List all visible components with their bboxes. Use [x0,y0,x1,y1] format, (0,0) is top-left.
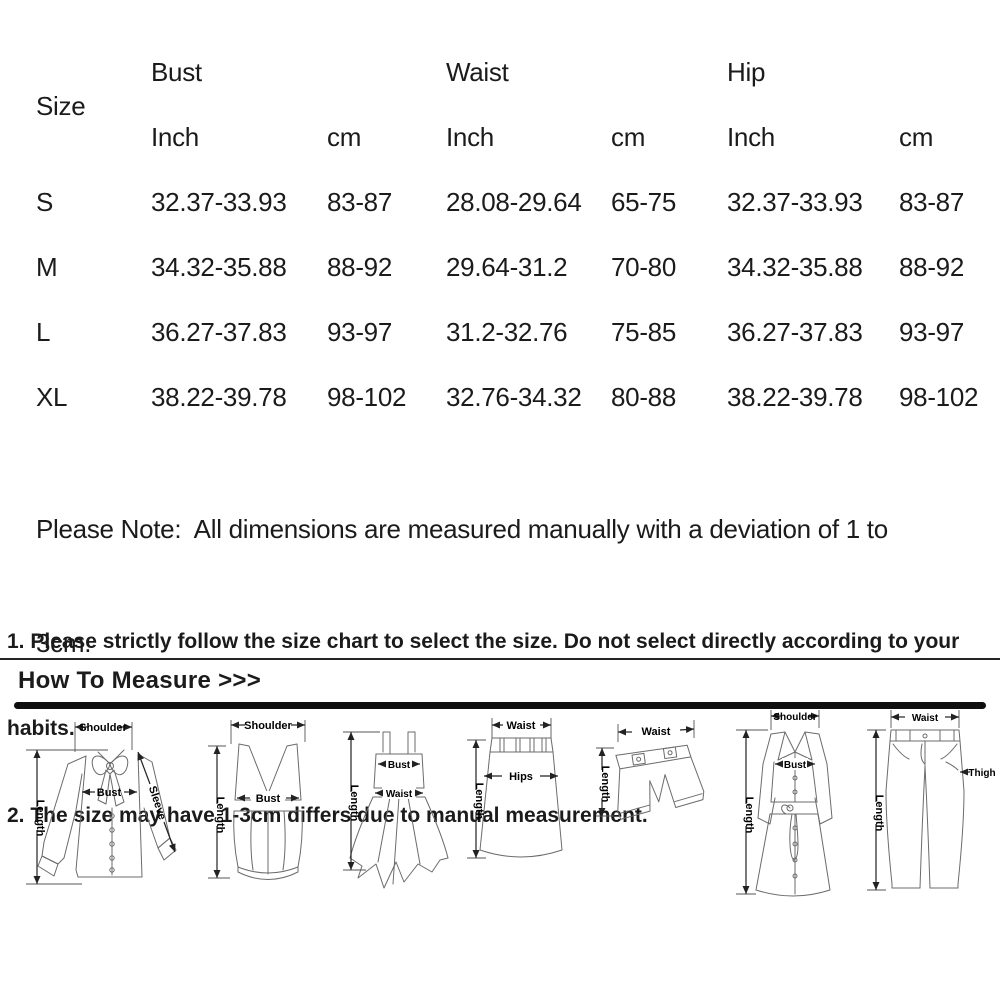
shorts-dimension-lines [596,720,695,817]
table-cell: 75-85 [611,317,676,347]
blouse-bust-label: Bust [97,787,122,799]
vest-dimension-lines [208,720,306,879]
how-to-measure-diagrams: Shoulder Length Bust Sleeve [0,706,1000,931]
bust-inch-header: Inch [151,122,199,152]
table-cell: 98-102 [899,382,979,412]
hip-group-header: Hip [727,57,766,87]
bust-group-header: Bust [151,57,202,87]
table-cell: 98-102 [327,382,407,412]
table-cell: 34.32-35.88 [151,252,287,282]
waist-inch-header: Inch [446,122,494,152]
table-cell: 38.22-39.78 [151,382,287,412]
table-cell: 93-97 [327,317,392,347]
skirt-outline [479,737,563,858]
table-cell: 88-92 [899,252,964,282]
skirt-waist-label: Waist [507,720,536,732]
vest-measure-diagram: Shoulder Length Bust [208,720,306,880]
row-s-label: S [36,187,54,217]
row-xl-label: XL [36,382,68,412]
please-note-line1: Please Note: All dimensions are measured… [36,514,888,544]
size-column-header: Size [36,91,86,121]
please-note: Please Note: All dimensions are measured… [36,452,888,742]
vest-outline [233,743,303,880]
coat-outline [755,731,833,897]
size-table: Size Bust Waist Hip Inch cm Inch cm Inch… [36,57,999,448]
instruction-1-line1: 1. Please strictly follow the size chart… [7,630,960,653]
dress-waist-label: Waist [386,789,413,800]
dress-measure-diagram: Length Bust Waist [343,731,449,889]
dress-bust-label: Bust [388,760,411,771]
table-cell: 29.64-31.2 [446,252,568,282]
waist-cm-header: cm [611,122,646,152]
coat-measure-diagram: Shoulder Length Bust [736,710,833,897]
coat-dimension-lines [736,710,820,895]
pants-measure-diagram: Waist Length Thigh [867,710,995,891]
table-cell: 28.08-29.64 [446,187,582,217]
table-cell: 34.32-35.88 [727,252,863,282]
instruction-2: 2. The size may have 1-3cm differs due t… [7,804,648,827]
table-cell: 83-87 [327,187,392,217]
shorts-length-label: Length [599,766,611,803]
table-cell: 88-92 [327,252,392,282]
coat-bust-label: Bust [784,760,807,771]
row-l-label: L [36,317,51,347]
skirt-measure-diagram: Waist Length Hips [467,718,563,859]
instruction-1-line2: habits. [7,717,75,740]
vest-shoulder-label: Shoulder [244,720,292,732]
instructions: 1. Please strictly follow the size chart… [7,569,959,888]
table-cell: 80-88 [611,382,676,412]
table-cell: 83-87 [899,187,964,217]
please-note-line2: 3cm. [36,628,92,658]
dress-outline [349,731,449,889]
blouse-length-label: Length [34,800,46,837]
waist-group-header: Waist [446,57,509,87]
blouse-measure-diagram: Shoulder Length Bust Sleeve [26,722,177,885]
table-cell: 65-75 [611,187,676,217]
table-cell: 36.27-37.83 [151,317,287,347]
table-cell: 32.37-33.93 [727,187,863,217]
shorts-outline [615,744,705,820]
vest-bust-label: Bust [256,793,281,805]
pants-waist-label: Waist [912,713,939,724]
coat-length-label: Length [743,797,755,834]
divider-thin [0,658,1000,660]
table-cell: 93-97 [899,317,964,347]
pants-thigh-label: Thigh [968,768,995,779]
table-cell: 38.22-39.78 [727,382,863,412]
hip-cm-header: cm [899,122,934,152]
table-cell: 32.37-33.93 [151,187,287,217]
coat-shoulder-label: Shoulder [773,712,816,723]
divider-thick [14,702,986,709]
blouse-dimension-lines [26,722,176,885]
blouse-sleeve-label: Sleeve [146,785,168,822]
blouse-shoulder-label: Shoulder [79,722,127,734]
table-cell: 32.76-34.32 [446,382,582,412]
table-cell: 70-80 [611,252,676,282]
pants-outline [885,729,965,889]
shorts-waist-label: Waist [642,726,671,738]
table-cell: 36.27-37.83 [727,317,863,347]
bust-cm-header: cm [327,122,362,152]
shorts-measure-diagram: Waist Length [596,720,705,820]
skirt-dimension-lines [467,718,558,859]
skirt-hips-label: Hips [509,771,533,783]
skirt-length-label: Length [473,783,485,820]
dress-length-label: Length [348,785,360,822]
vest-length-label: Length [214,797,226,834]
how-to-measure-title: How To Measure >>> [18,667,262,694]
dress-dimension-lines [343,731,423,871]
table-cell: 31.2-32.76 [446,317,568,347]
pants-dimension-lines [867,710,970,891]
pants-length-label: Length [873,795,885,832]
row-m-label: M [36,252,58,282]
hip-inch-header: Inch [727,122,775,152]
